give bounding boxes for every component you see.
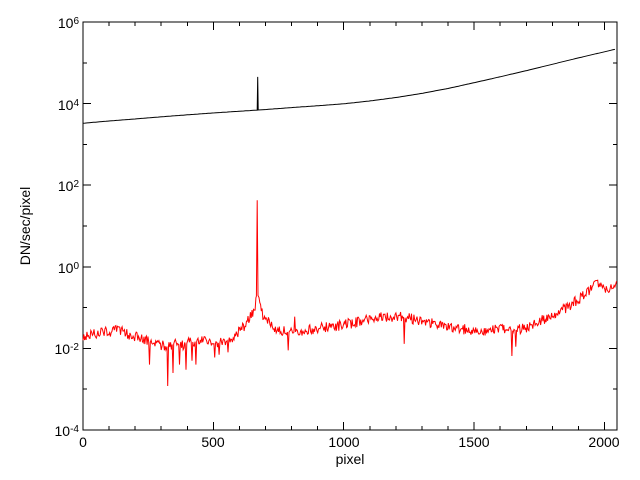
x-tick-label: 0 — [79, 434, 87, 450]
y-tick-label: 102 — [57, 178, 79, 194]
y-tick-label: 10-2 — [54, 341, 79, 357]
y-axis-title: DN/sec/pixel — [17, 186, 33, 266]
y-tick-label: 100 — [57, 260, 79, 276]
y-tick-label: 10-4 — [54, 423, 79, 439]
x-tick-label: 500 — [201, 434, 225, 450]
x-tick-label: 1000 — [328, 434, 360, 450]
y-tick-label: 106 — [57, 15, 79, 31]
x-tick-label: 2000 — [588, 434, 620, 450]
x-axis-title: pixel — [335, 451, 365, 467]
x-tick-label: 1500 — [458, 434, 490, 450]
series-noisy-spectrum-red — [82, 200, 617, 387]
series-smooth-spectrum-black — [82, 48, 615, 124]
y-tick-label: 104 — [57, 97, 79, 113]
